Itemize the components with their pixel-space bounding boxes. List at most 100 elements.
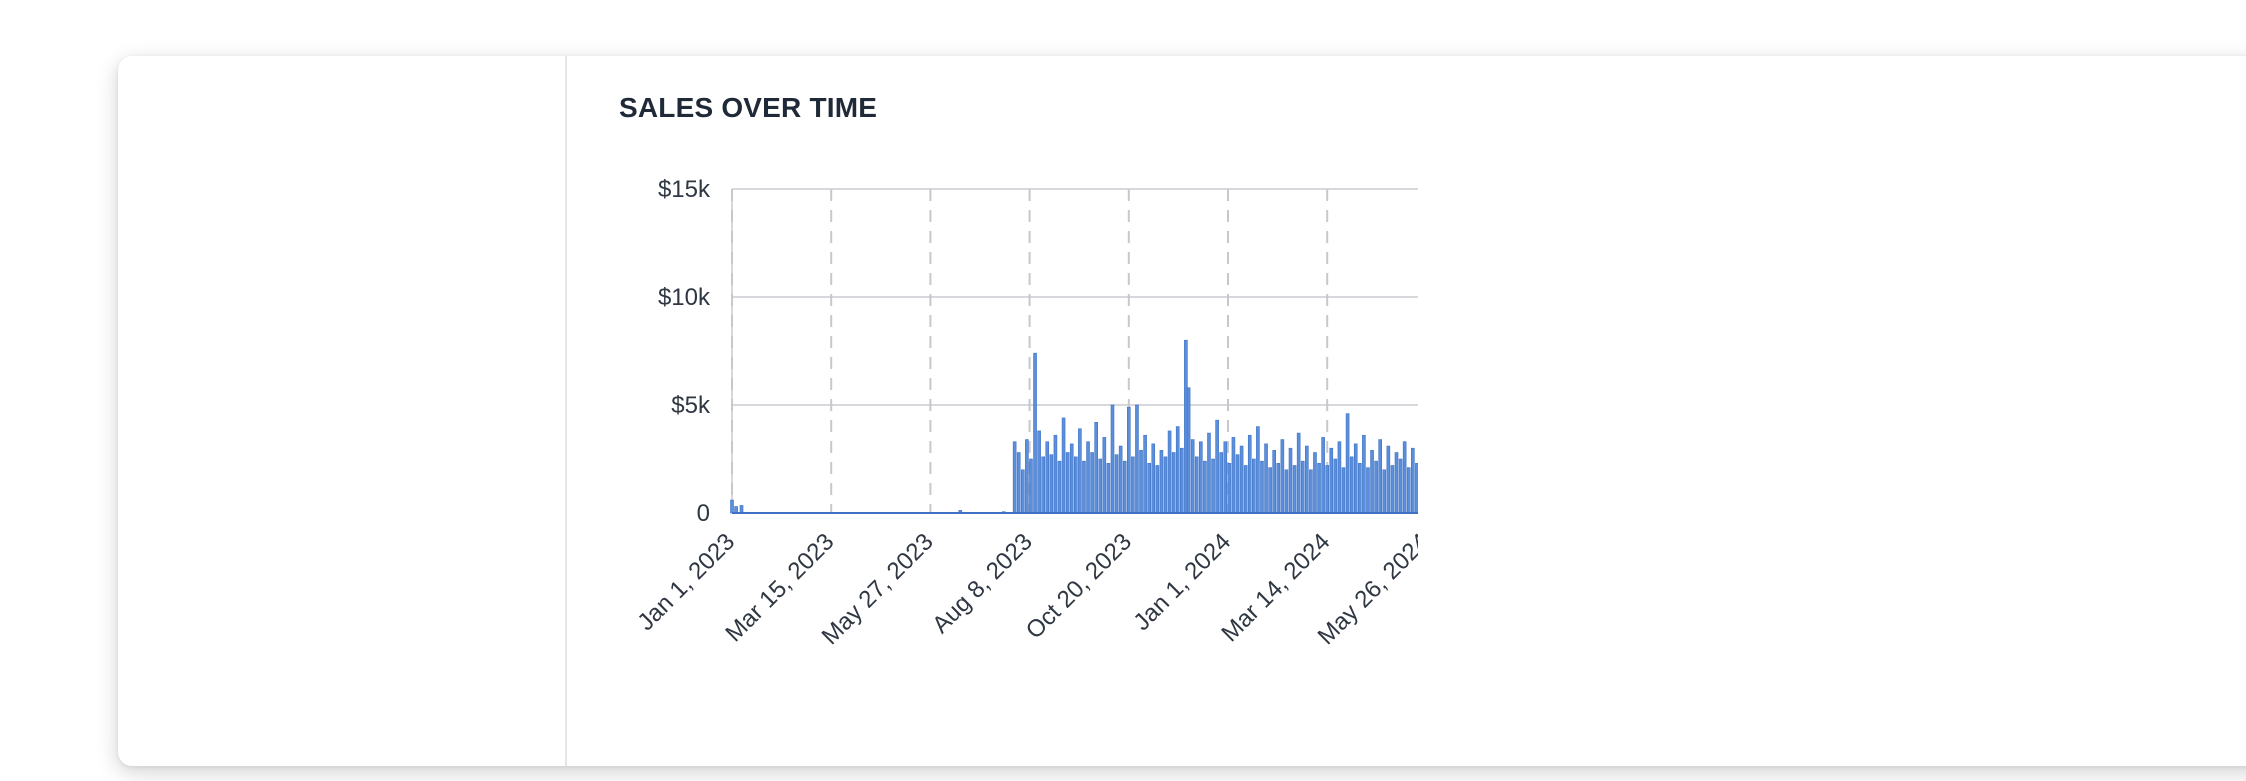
sales-bar bbox=[1366, 467, 1370, 514]
sales-bar bbox=[1147, 463, 1151, 514]
sales-bar bbox=[1219, 452, 1224, 514]
sales-bar bbox=[1329, 447, 1334, 514]
sales-bar bbox=[1143, 434, 1147, 514]
sales-bar bbox=[1394, 452, 1399, 514]
sales-bar bbox=[1260, 460, 1264, 514]
chart-title: SALES OVER TIME bbox=[619, 92, 878, 123]
sales-bar bbox=[1211, 458, 1215, 514]
sales-bar bbox=[1175, 426, 1180, 514]
x-tick-label: Jan 1, 2023 bbox=[632, 528, 740, 636]
sales-bar bbox=[1061, 417, 1066, 514]
y-tick-label: $10k bbox=[658, 284, 711, 311]
sales-bar bbox=[1370, 450, 1374, 514]
sales-bar bbox=[1325, 465, 1329, 514]
sales-bar bbox=[1284, 469, 1289, 514]
sales-bar bbox=[1190, 439, 1195, 514]
sales-bar bbox=[1398, 458, 1403, 514]
sales-bar bbox=[1300, 460, 1305, 514]
sales-bar bbox=[1180, 447, 1184, 514]
x-tick-label: Aug 8, 2023 bbox=[927, 528, 1038, 639]
sales-bar bbox=[1317, 463, 1321, 514]
sales-bar bbox=[1065, 452, 1070, 514]
sales-bar bbox=[1353, 443, 1358, 514]
sales-bar bbox=[730, 499, 734, 514]
sales-bar bbox=[1167, 430, 1172, 514]
sales-bar bbox=[1082, 460, 1086, 514]
pane-divider bbox=[565, 56, 567, 766]
sales-bar bbox=[1094, 421, 1098, 514]
sales-bar bbox=[1415, 463, 1418, 514]
sales-bar bbox=[1349, 456, 1354, 514]
sales-bar bbox=[1243, 465, 1248, 514]
sales-bar bbox=[1155, 465, 1160, 514]
sales-bar bbox=[1333, 458, 1338, 514]
sales-bar bbox=[1012, 441, 1017, 514]
sales-bar bbox=[1247, 434, 1252, 514]
sales-bar bbox=[1203, 460, 1207, 514]
sales-bar bbox=[1045, 441, 1050, 514]
sales-bar bbox=[1069, 443, 1074, 514]
sales-bar bbox=[1374, 460, 1378, 514]
sales-bar bbox=[1382, 469, 1387, 514]
chart-bars bbox=[730, 339, 1418, 514]
sales-bar bbox=[1159, 450, 1164, 514]
sales-bar bbox=[1288, 447, 1293, 514]
sales-bar bbox=[1171, 452, 1176, 514]
sales-bar bbox=[1296, 432, 1301, 514]
sales-bar bbox=[1362, 434, 1366, 514]
sales-bar bbox=[1215, 419, 1219, 514]
y-tick-label: 0 bbox=[697, 500, 710, 527]
sales-bar bbox=[1086, 441, 1090, 514]
sales-bar bbox=[1037, 430, 1041, 514]
sales-bar bbox=[1386, 445, 1391, 514]
sales-bar bbox=[1029, 458, 1033, 514]
sales-bar bbox=[1406, 467, 1411, 514]
sales-bar bbox=[1227, 463, 1232, 514]
sales-bar bbox=[1341, 467, 1346, 514]
y-axis-ticks: 0 $5k $10k $15k bbox=[658, 176, 711, 527]
sales-bar bbox=[1049, 454, 1054, 514]
sales-bar bbox=[1305, 445, 1309, 514]
sales-bar bbox=[1074, 456, 1078, 514]
sales-bar bbox=[1235, 454, 1240, 514]
sales-bar bbox=[1053, 434, 1058, 514]
sales-bar bbox=[1122, 460, 1127, 514]
sales-bar bbox=[1276, 463, 1281, 514]
sales-bar bbox=[1110, 404, 1115, 514]
sales-bar bbox=[1057, 460, 1062, 514]
sales-bar bbox=[1102, 437, 1107, 514]
sales-bar bbox=[1239, 445, 1244, 514]
sales-bar bbox=[1292, 465, 1297, 514]
sales-bar bbox=[1390, 465, 1395, 514]
sales-bar bbox=[1090, 452, 1094, 514]
sales-bar bbox=[1280, 439, 1285, 514]
sales-bar bbox=[1231, 437, 1236, 514]
sales-bar bbox=[1025, 439, 1029, 514]
sales-bar bbox=[1345, 413, 1350, 514]
sales-bar bbox=[1021, 469, 1025, 514]
sales-bar bbox=[1114, 454, 1119, 514]
sales-bar bbox=[1098, 458, 1103, 514]
sales-bar bbox=[1106, 463, 1111, 514]
sales-bar bbox=[1358, 463, 1362, 514]
sales-bar bbox=[1131, 456, 1135, 514]
sales-bar bbox=[1041, 456, 1045, 514]
sales-bar bbox=[1223, 441, 1228, 514]
sales-bar bbox=[1163, 456, 1168, 514]
sales-bar bbox=[1272, 450, 1276, 514]
y-tick-label: $5k bbox=[671, 392, 711, 419]
sales-bar bbox=[1264, 443, 1268, 514]
y-tick-label: $15k bbox=[658, 176, 711, 203]
sales-bar bbox=[1127, 406, 1131, 514]
sales-bar bbox=[1016, 452, 1021, 514]
sales-bar bbox=[1078, 428, 1082, 514]
sales-bar bbox=[1268, 467, 1272, 514]
sales-bar bbox=[1378, 439, 1382, 514]
sales-bar bbox=[1199, 441, 1203, 514]
sales-card: SALES OVER TIME 0 $5k $10k $15k Jan 1, 2023… bbox=[118, 56, 2246, 766]
x-tick-label: Jan 1, 2024 bbox=[1128, 528, 1236, 636]
sales-bar bbox=[1139, 450, 1143, 514]
sales-bar bbox=[1321, 437, 1325, 514]
